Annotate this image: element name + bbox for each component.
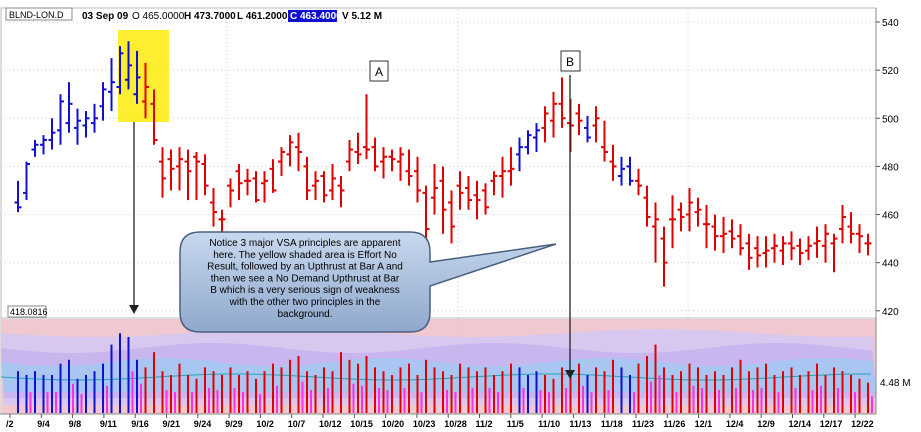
high-label: H 473.7000 [184,11,236,22]
x-tick-label: 10/12 [319,419,342,429]
date-label: 03 Sep 09 [82,11,129,22]
volume-bands [0,319,876,414]
x-tick-label: 10/15 [350,419,373,429]
x-tick-label: 10/23 [413,419,436,429]
grid-lines [1,10,876,414]
date-axis: /2 9/4 9/8 9/11 9/16 9/21 9/24 9/29 10/2 10/7 10/1… [6,414,874,429]
volume-label: V 5.12 M [342,11,382,22]
x-tick-label: 10/20 [382,419,405,429]
callout-line: Notice 3 major VSA principles are appare… [209,238,400,249]
x-tick-label: 9/21 [163,419,181,429]
y-tick-label: 440 [882,259,899,270]
close-highlight [288,10,337,22]
min-price-label: 418.0816 [10,307,48,317]
x-tick-label: 9/29 [225,419,243,429]
callout-line: here. The yellow shaded area is Effort N… [213,250,397,261]
callout-line: B which is a very serious sign of weakne… [210,285,400,296]
x-tick-label: 10/28 [444,419,467,429]
symbol-label: BLND-LON.D [9,10,64,20]
low-label: L 461.2000 [237,11,288,22]
x-tick-label: 12/9 [757,419,775,429]
effort-no-result-highlight [118,30,169,122]
x-tick-label: 12/17 [820,419,843,429]
y-tick-label: 460 [882,211,899,222]
y-tick-label: 480 [882,162,899,173]
y-tick-label: 500 [882,114,899,125]
volume-band-core [1,358,876,392]
open-label: O 465.0000 [132,11,185,22]
symbol-box [5,7,73,21]
price-bars [14,41,872,287]
min-label-box [7,305,47,318]
label-a-frame [369,60,389,82]
y-tick-label: 540 [882,18,899,29]
x-tick-label: 9/4 [37,419,50,429]
x-tick-label: 12/14 [789,419,812,429]
x-tick-label: 9/24 [194,419,212,429]
x-tick-label: 11/5 [507,419,524,429]
callout-line: then we see a No Demand Upthrust at Bar [211,273,400,284]
ohlc-header: BLND-LON.D 03 Sep 09 O 465.0000 H 473.70… [5,7,382,22]
x-tick-label: /2 [6,419,14,429]
callout-bubble: Notice 3 major VSA principles are appare… [179,231,557,333]
label-b: B [566,55,574,69]
callout-line: Result, followed by an Upthrust at Bar A… [207,262,403,273]
callout-line: with the other two principles in the [229,297,381,308]
x-tick-label: 9/11 [100,419,117,429]
callout-line: background. [277,309,332,320]
x-tick-label: 11/26 [663,419,685,429]
x-tick-label: 12/4 [726,419,744,429]
x-tick-label: 9/16 [131,419,149,429]
close-label: C 463.4000 [290,11,342,22]
price-axis: 420 440 460 480 500 520 540 [875,8,899,414]
volume-bars [17,333,873,413]
label-a-box: A [369,60,389,82]
volume-axis-label: 4.48 M [880,378,911,389]
x-tick-label: 11/2 [476,419,493,429]
x-tick-label: 11/23 [632,419,654,429]
y-tick-label: 520 [882,66,899,77]
arrow-head-1 [129,305,139,314]
callout-shape [179,231,557,333]
x-tick-label: 12/1 [695,419,713,429]
x-tick-label: 11/18 [601,419,623,429]
x-tick-label: 12/22 [851,419,874,429]
x-tick-label: 10/7 [288,419,306,429]
label-b-frame [560,50,581,72]
x-tick-label: 9/8 [69,419,82,429]
x-tick-label: 11/10 [538,419,560,429]
arrow-head-2 [565,370,575,379]
y-tick-label: 420 [882,307,899,318]
x-tick-label: 11/13 [569,419,591,429]
callout-text: Notice 3 major VSA principles are appare… [207,238,403,320]
annotation-arrows [129,75,575,379]
label-a: A [375,65,383,79]
label-b-box: B [560,50,581,72]
x-tick-label: 10/2 [256,419,274,429]
